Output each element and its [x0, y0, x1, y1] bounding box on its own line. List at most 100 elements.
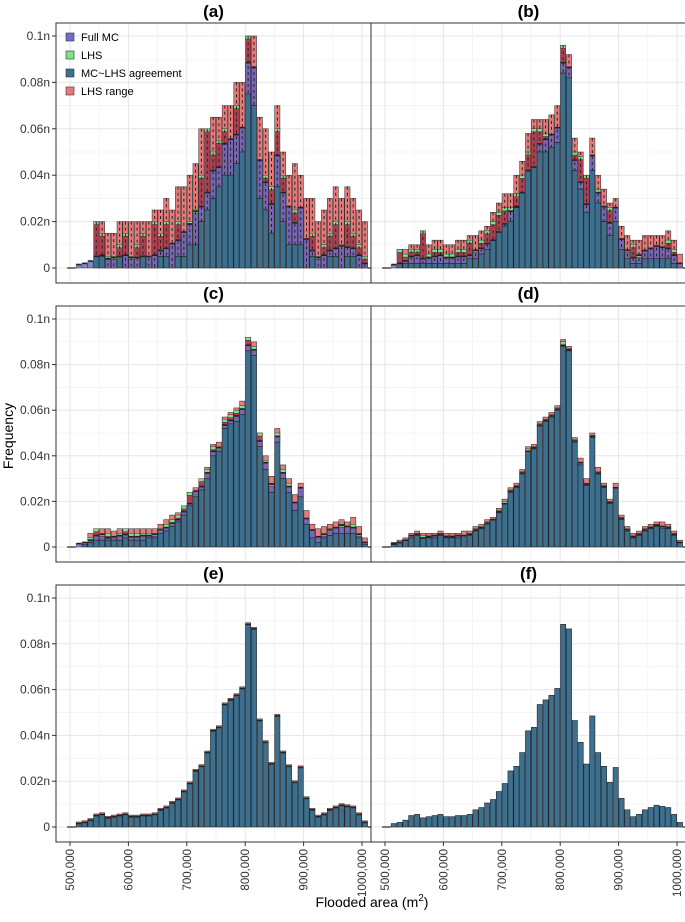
bin-24	[216, 725, 222, 828]
agreement-bar	[175, 521, 181, 548]
bin-28	[554, 688, 561, 828]
agreement-bar	[233, 695, 240, 828]
lhs-range-overlap	[187, 492, 193, 506]
agreement-bar	[145, 537, 152, 548]
lhs-range-overlap	[134, 244, 140, 268]
bin-17	[175, 512, 181, 548]
agreement-bar	[501, 783, 508, 828]
bin-1	[81, 262, 88, 269]
bin-44	[647, 807, 654, 828]
agreement-bar	[344, 256, 351, 269]
bin-12	[460, 815, 467, 828]
lhs-bar	[536, 128, 543, 133]
agreement-bar	[455, 263, 461, 269]
agreement-bar	[338, 804, 345, 828]
agreement-bar	[571, 170, 578, 269]
lhs-range-overlap	[140, 233, 146, 257]
lhs-bar	[665, 239, 672, 244]
agreement-bar	[466, 258, 473, 269]
agreement-bar	[571, 720, 578, 828]
lhs-range-overlap	[362, 256, 368, 268]
agreement-bar	[221, 428, 228, 548]
bin-16	[484, 519, 491, 548]
panel-d: (d)	[370, 284, 685, 563]
y-ticks: 0 0.02n 0.04n 0.06n 0.08n 0.1n	[20, 29, 56, 275]
lhs-bar	[425, 253, 432, 258]
agreement-bar	[566, 77, 572, 269]
agreement-bar	[251, 628, 257, 828]
lhs-bar	[455, 249, 461, 253]
bin-11	[455, 815, 461, 828]
agreement-bar	[262, 741, 269, 828]
bin-31	[256, 116, 263, 269]
agreement-bar	[408, 815, 415, 828]
agreement-bar	[186, 244, 193, 269]
bin-48	[671, 814, 678, 828]
agreement-bar	[519, 752, 526, 828]
bin-0	[75, 263, 82, 269]
agreement-bar	[326, 256, 333, 269]
lhs-bar	[431, 249, 438, 253]
y-tick-label: 0.08n	[20, 637, 50, 651]
legend-swatch-full-mc	[65, 32, 75, 42]
bin-37	[291, 494, 298, 548]
bin-14	[472, 235, 479, 269]
bin-31	[571, 137, 578, 269]
agreement-bar	[315, 816, 322, 828]
bin-6	[425, 816, 432, 828]
bin-4	[99, 528, 106, 548]
agreement-bar	[566, 350, 572, 548]
bin-47	[665, 807, 672, 828]
bin-8	[122, 221, 129, 269]
panel-e: (e) 0 0.02n 0.04n 0.06n 0.08n 0.1n	[20, 564, 373, 843]
bin-27	[233, 82, 240, 269]
bin-30	[251, 627, 257, 828]
bin-1	[81, 820, 88, 828]
lhs-bar	[251, 346, 257, 350]
bin-31	[256, 718, 263, 828]
bin-38	[297, 765, 304, 828]
agreement-bar	[274, 441, 281, 548]
y-tick-label: 0.1n	[27, 312, 50, 326]
bin-24	[216, 116, 222, 269]
bin-48	[356, 812, 362, 828]
bin-7	[431, 533, 438, 548]
agreement-bar	[437, 263, 444, 269]
bin-6	[110, 232, 117, 269]
full-mc-bar	[204, 472, 211, 479]
agreement-bar	[583, 212, 590, 269]
agreement-bar	[577, 188, 584, 269]
bin-12	[145, 528, 152, 548]
agreement-bar	[151, 814, 158, 828]
bars	[67, 622, 373, 828]
agreement-bar	[116, 815, 123, 828]
lhs-range-overlap	[204, 128, 210, 210]
panel-f: (f)	[370, 564, 685, 843]
agreement-bar	[606, 235, 613, 269]
agreement-bar	[665, 807, 672, 828]
bin-19	[501, 783, 508, 828]
lhs-range-overlap	[309, 233, 315, 257]
bin-25	[536, 704, 543, 828]
agreement-bar	[256, 446, 263, 548]
bin-2	[87, 260, 94, 269]
bin-45	[653, 804, 660, 828]
bin-46	[659, 235, 666, 269]
agreement-bar	[618, 519, 625, 548]
legend-label-full-mc: Full MC	[81, 32, 119, 44]
x-tick-labels: 500,000 600,000 700,000 800,000 900,000 1000,…	[65, 842, 684, 897]
bin-33	[268, 476, 275, 548]
bin-12	[460, 530, 467, 548]
agreement-bar	[501, 225, 508, 269]
y-tick-label: 0.02n	[20, 774, 50, 788]
agreement-bar	[542, 421, 549, 548]
full-mc-bar	[233, 415, 240, 422]
bin-8	[437, 530, 444, 548]
lhs-bar	[210, 446, 216, 450]
bin-22	[519, 469, 526, 548]
panel-a: (a) 0 0.02n 0.04n 0.06n 0.08n 0.1n Full MC LHS MC…	[20, 2, 373, 284]
full-mc-bar	[332, 527, 339, 534]
bin-4	[99, 812, 106, 828]
agreement-bar	[618, 249, 625, 269]
lhs-range-overlap	[117, 244, 123, 257]
